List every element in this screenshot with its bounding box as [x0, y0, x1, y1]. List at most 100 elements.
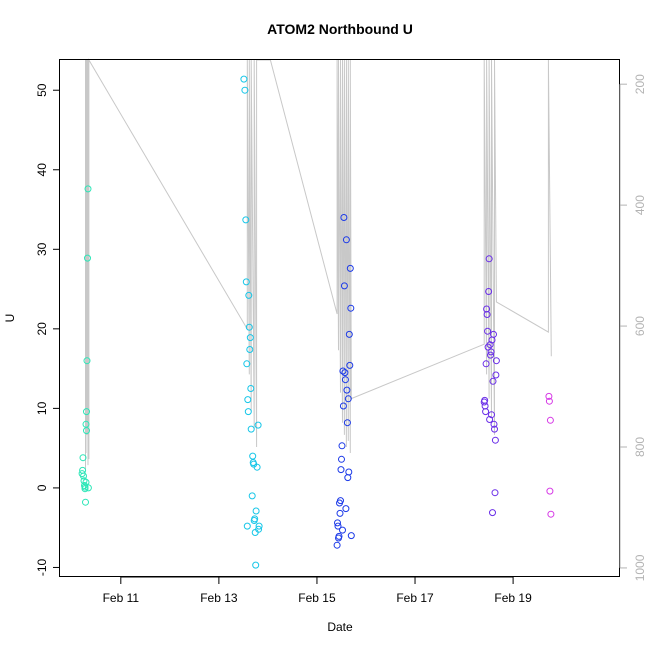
data-point: [252, 507, 260, 515]
y-tick-label: 20: [35, 322, 49, 336]
data-point: [341, 369, 349, 377]
data-point: [240, 75, 248, 83]
data-point: [339, 526, 346, 534]
data-point: [487, 348, 495, 356]
data-point: [80, 472, 87, 480]
data-point: [242, 216, 250, 224]
x-tick-label: Feb 13: [200, 591, 238, 605]
data-point: [545, 392, 553, 400]
data-point: [489, 509, 496, 517]
y2-axis: 200 400 600 800 1000: [619, 74, 647, 581]
data-point: [337, 497, 344, 505]
y-tick-label: 40: [35, 163, 49, 177]
y2-tick-label: 200: [633, 74, 647, 94]
pressure-profile-line: [85, 58, 552, 472]
data-point: [79, 454, 87, 462]
data-point: [338, 442, 346, 450]
data-points: [78, 75, 555, 569]
data-point: [83, 427, 90, 435]
data-point: [345, 468, 353, 476]
data-point: [346, 264, 354, 272]
data-point: [247, 425, 255, 433]
y2-tick-label: 400: [633, 195, 647, 215]
data-point: [345, 330, 353, 338]
data-point: [244, 396, 252, 404]
y-tick-label: 50: [35, 83, 49, 97]
data-point: [338, 455, 345, 463]
data-point: [490, 330, 497, 338]
chart-title: ATOM2 Northbound U: [267, 21, 413, 37]
data-point: [252, 561, 260, 569]
data-point: [333, 541, 341, 549]
data-point: [546, 487, 554, 495]
data-point: [253, 463, 261, 471]
data-point: [491, 425, 498, 433]
data-point: [491, 489, 499, 497]
data-point: [340, 282, 348, 290]
data-point: [82, 498, 89, 506]
data-point: [249, 452, 257, 460]
y2-tick-label: 600: [633, 316, 647, 336]
data-point: [547, 510, 555, 518]
pressure-profile-path: [85, 58, 552, 472]
data-point: [335, 532, 343, 540]
y-tick-label: 30: [35, 242, 49, 256]
data-point: [344, 395, 352, 403]
data-point: [246, 346, 254, 353]
data-point: [343, 386, 351, 394]
data-point: [243, 360, 251, 368]
data-point: [84, 484, 92, 492]
x-tick-label: Feb 15: [298, 591, 336, 605]
y-tick-label: -10: [35, 558, 49, 576]
data-point: [343, 419, 351, 427]
data-point: [254, 421, 262, 429]
data-point: [241, 86, 249, 94]
data-point: [84, 254, 91, 262]
data-point: [485, 288, 493, 295]
data-point: [344, 474, 352, 482]
data-point: [334, 519, 341, 527]
y-tick-label: 0: [35, 484, 49, 491]
data-point: [346, 361, 354, 369]
data-point: [242, 278, 250, 286]
data-point: [334, 522, 342, 530]
data-point: [81, 485, 89, 493]
data-point: [246, 334, 254, 342]
data-point: [248, 492, 256, 500]
x-axis: Feb 11 Feb 13 Feb 15 Feb 17 Feb 19: [103, 576, 532, 605]
data-point: [484, 327, 492, 335]
data-point: [487, 351, 494, 359]
data-point: [84, 185, 92, 193]
data-point: [245, 323, 253, 331]
data-point: [341, 376, 349, 384]
y-axis: -10 0 10 20 30 40 50: [35, 83, 60, 576]
data-point: [347, 532, 355, 540]
data-point: [339, 402, 347, 410]
data-point: [482, 408, 490, 416]
data-point: [342, 236, 350, 244]
y2-tick-label: 1000: [633, 554, 647, 581]
y-axis-label: U: [3, 314, 17, 323]
y-tick-label: 10: [35, 401, 49, 415]
data-point: [245, 291, 253, 299]
data-point: [339, 367, 347, 375]
data-point: [482, 360, 490, 368]
data-point: [485, 255, 493, 263]
data-point: [545, 397, 553, 405]
data-point: [340, 214, 348, 221]
data-point: [342, 505, 350, 513]
x-tick-label: Feb 19: [494, 591, 532, 605]
data-point: [247, 385, 255, 392]
data-point: [337, 466, 345, 474]
data-point: [483, 311, 491, 318]
data-point: [243, 522, 251, 530]
data-point: [336, 509, 344, 517]
x-tick-label: Feb 11: [103, 591, 140, 605]
data-point: [347, 304, 355, 312]
data-point: [546, 416, 554, 424]
plot-frame: [59, 59, 620, 577]
data-point: [490, 420, 498, 428]
data-point: [492, 371, 500, 379]
data-point: [255, 525, 263, 533]
